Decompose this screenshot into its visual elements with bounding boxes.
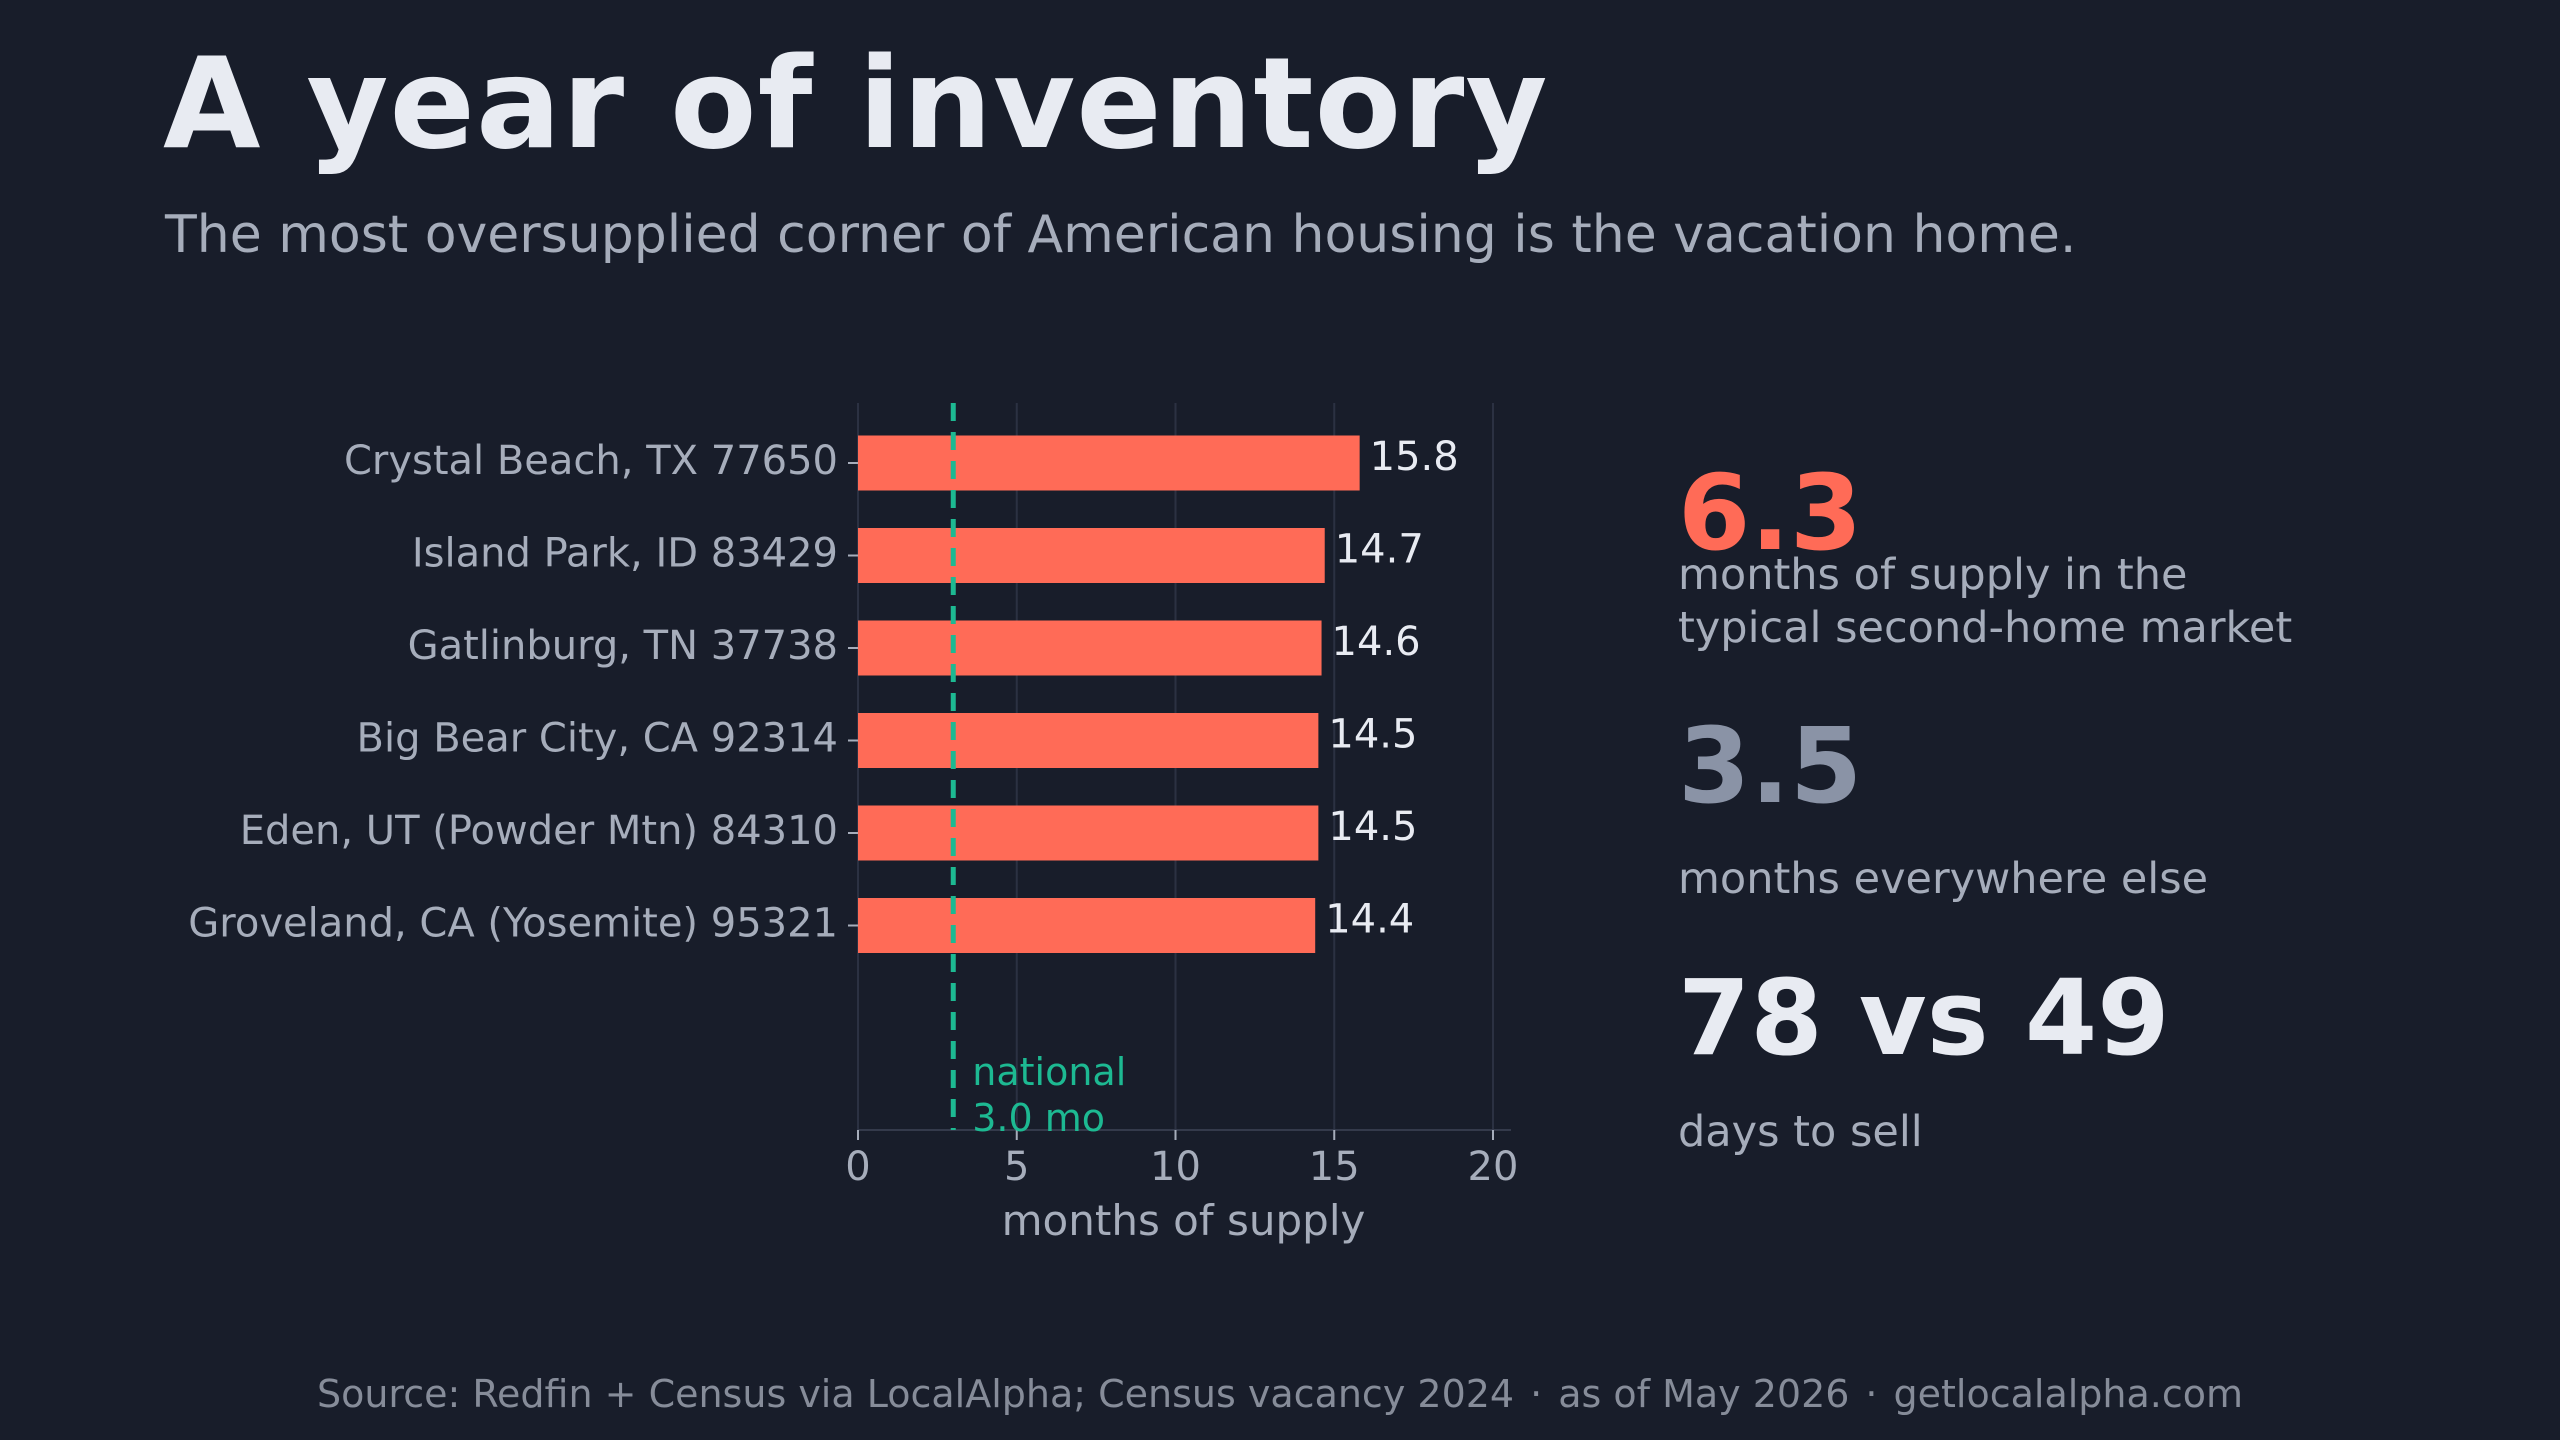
value-label: 14.4 bbox=[1325, 897, 1414, 943]
category-label: Gatlinburg, TN 37738 bbox=[408, 623, 838, 669]
value-label: 14.6 bbox=[1332, 619, 1421, 665]
category-label: Crystal Beach, TX 77650 bbox=[344, 438, 838, 484]
category-label: Big Bear City, CA 92314 bbox=[357, 716, 838, 762]
x-tick-label: 15 bbox=[1309, 1144, 1360, 1190]
category-label: Island Park, ID 83429 bbox=[412, 531, 838, 577]
national-reference-value: 3.0 mo bbox=[972, 1096, 1105, 1140]
stat-value-days-to-sell: 78 vs 49 bbox=[1678, 957, 2170, 1079]
footer-separator: · bbox=[1865, 1372, 1878, 1416]
value-label: 14.5 bbox=[1328, 712, 1417, 758]
bar bbox=[858, 528, 1325, 583]
x-tick-label: 0 bbox=[845, 1144, 870, 1190]
x-tick-label: 20 bbox=[1468, 1144, 1519, 1190]
footer-site-link[interactable]: getlocalalpha.com bbox=[1893, 1372, 2244, 1416]
x-axis-label: months of supply bbox=[1002, 1196, 1366, 1245]
stat-value-everywhere-else: 3.5 bbox=[1678, 705, 1863, 827]
value-label: 15.8 bbox=[1370, 434, 1459, 480]
bar bbox=[858, 620, 1322, 676]
x-tick-label: 5 bbox=[1004, 1144, 1029, 1190]
stat-label-second-home-supply-line2: typical second-home market bbox=[1678, 603, 2293, 653]
value-label: 14.7 bbox=[1335, 527, 1424, 573]
footer: Source: Redfin + Census via LocalAlpha; … bbox=[0, 1372, 2560, 1416]
stat-label-second-home-supply-line1: months of supply in the bbox=[1678, 550, 2188, 600]
bar bbox=[858, 713, 1319, 768]
footer-separator: · bbox=[1530, 1372, 1543, 1416]
category-label: Groveland, CA (Yosemite) 95321 bbox=[188, 901, 838, 947]
stat-value-second-home-supply: 6.3 bbox=[1678, 452, 1863, 574]
category-label: Eden, UT (Powder Mtn) 84310 bbox=[240, 808, 838, 854]
bar bbox=[858, 435, 1360, 491]
footer-as-of: as of May 2026 bbox=[1558, 1372, 1850, 1416]
stat-label-days-to-sell: days to sell bbox=[1678, 1107, 1923, 1157]
page-subtitle: The most oversupplied corner of American… bbox=[165, 205, 2077, 265]
x-tick-label: 10 bbox=[1150, 1144, 1201, 1190]
value-label: 14.5 bbox=[1328, 804, 1417, 850]
bar bbox=[858, 898, 1316, 953]
national-reference-label: national bbox=[972, 1050, 1126, 1094]
bar bbox=[858, 805, 1319, 861]
footer-source: Source: Redfin + Census via LocalAlpha; … bbox=[316, 1372, 1515, 1416]
stat-label-everywhere-else: months everywhere else bbox=[1678, 854, 2209, 904]
page-title: A year of inventory bbox=[163, 30, 1549, 177]
